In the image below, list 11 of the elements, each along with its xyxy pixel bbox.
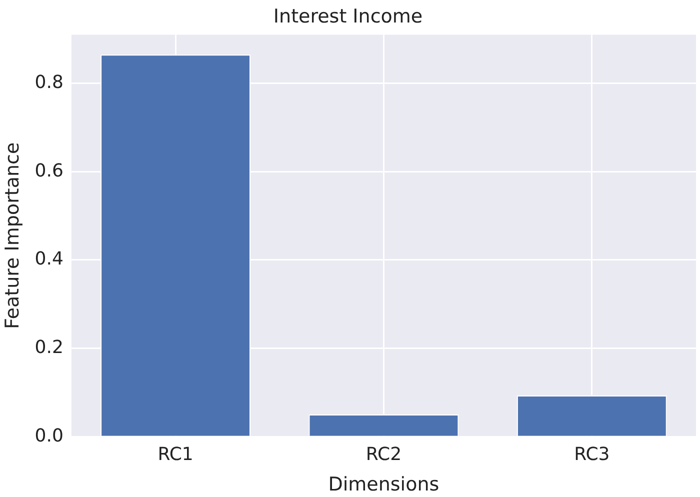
- y-tick-label: 0.6: [34, 160, 64, 182]
- x-tick-label: RC3: [574, 444, 610, 466]
- x-axis-title: Dimensions: [328, 474, 440, 496]
- y-tick-label: 0.2: [34, 336, 64, 358]
- y-tick-label: 0.4: [34, 248, 64, 270]
- x-tick-label: RC2: [366, 444, 402, 466]
- y-tick-label: 0.0: [34, 425, 64, 446]
- x-tick-label: RC1: [158, 444, 194, 466]
- y-axis-title: Feature Importance: [1, 142, 24, 330]
- chart-title: Interest Income: [273, 5, 423, 28]
- y-tick-label: 0.8: [34, 72, 64, 94]
